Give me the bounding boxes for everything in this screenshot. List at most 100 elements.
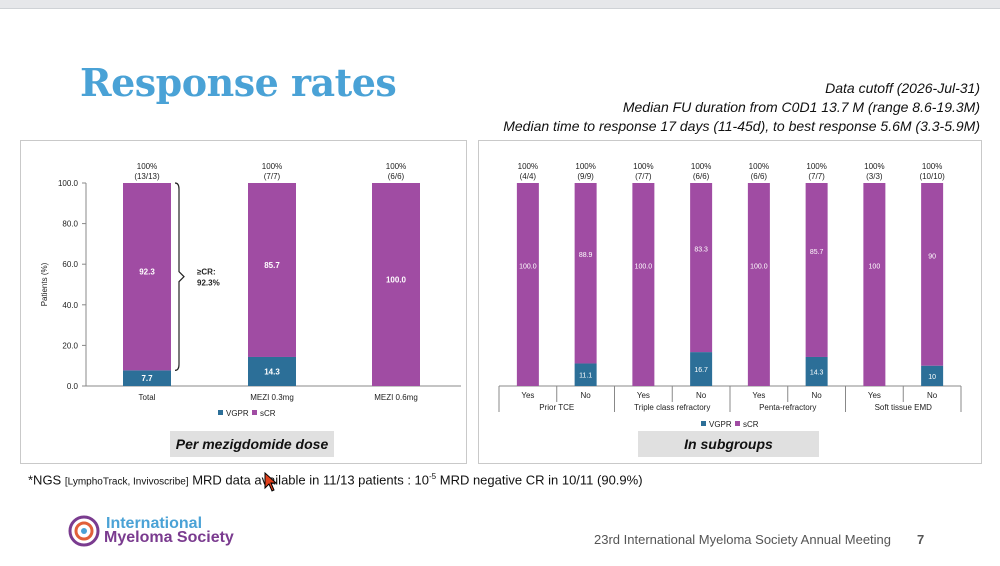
vgpr-bar — [805, 356, 828, 386]
scr-bar — [863, 183, 886, 386]
scr-value-label: 85.7 — [810, 249, 824, 256]
scr-value-label: 83.3 — [694, 247, 708, 254]
top-percent-label: 100% — [137, 162, 157, 171]
top-percent-label: 100% — [806, 162, 826, 171]
vgpr-bar — [574, 363, 597, 386]
dose-chart: 0.0 20.0 40.0 60.0 80.0 100.0 Patients (%) 7.7 9… — [40, 162, 461, 418]
scr-value-label: 85.7 — [264, 261, 280, 270]
scr-value-label: 100 — [869, 264, 881, 271]
scr-bar — [248, 183, 296, 357]
top-count-label: (7/7) — [635, 172, 652, 181]
footnote-middle: MRD data available in 11/13 patients : 1… — [188, 472, 429, 488]
scr-bar — [690, 183, 713, 353]
vgpr-value-label: 7.7 — [141, 374, 153, 383]
top-percent-label: 100% — [922, 162, 942, 171]
legend-vgpr-label: VGPR — [709, 420, 732, 429]
top-count-label: (3/3) — [866, 172, 883, 181]
top-percent-label: 100% — [633, 162, 653, 171]
top-count-label: (7/7) — [808, 172, 825, 181]
scr-value-label: 100.0 — [635, 264, 653, 271]
legend-scr-swatch — [252, 410, 257, 415]
scr-value-label: 88.9 — [579, 252, 593, 259]
top-count-label: (10/10) — [919, 172, 945, 181]
logo-line-2: Myeloma Society — [104, 529, 234, 546]
x-category-label: Yes — [868, 391, 881, 400]
footnote-prefix: *NGS — [28, 472, 65, 488]
footnote-suffix: MRD negative CR in 10/11 (90.9%) — [436, 472, 643, 488]
top-count-label: (9/9) — [577, 172, 594, 181]
scr-bar — [574, 183, 597, 364]
top-percent-label: 100% — [691, 162, 711, 171]
x-category-label: Yes — [637, 391, 650, 400]
legend-scr-label: sCR — [743, 420, 759, 429]
cr-bracket — [174, 182, 185, 371]
scr-bar — [516, 183, 539, 386]
vgpr-value-label: 16.7 — [694, 367, 708, 374]
group-label: Penta-refractory — [759, 403, 816, 412]
y-tick-label: 100.0 — [58, 179, 79, 188]
vgpr-bar — [248, 356, 296, 386]
scr-bar — [921, 183, 944, 366]
top-percent-label: 100% — [864, 162, 884, 171]
top-percent-label: 100% — [749, 162, 769, 171]
vgpr-value-label: 10 — [928, 374, 936, 381]
x-category-label: Total — [139, 393, 156, 402]
top-count-label: (6/6) — [388, 172, 405, 181]
vgpr-bar — [123, 370, 171, 386]
x-category-label: No — [812, 391, 823, 400]
meeting-name: 23rd International Myeloma Society Annua… — [594, 532, 892, 547]
subgroup-caption: In subgroups — [638, 431, 819, 457]
subgroup-chart: 100.0100%(4/4)Yes11.188.9100%(9/9)No100.… — [498, 162, 962, 429]
legend-vgpr-swatch — [218, 410, 223, 415]
top-percent-label: 100% — [262, 162, 282, 171]
legend-scr-label: sCR — [260, 409, 276, 418]
top-count-label: (6/6) — [751, 172, 768, 181]
footnote-source: [LymphoTrack, Invivoscribe] — [64, 476, 189, 488]
scr-bar — [747, 183, 770, 386]
vgpr-bar — [690, 352, 713, 386]
x-category-label: No — [581, 391, 592, 400]
data-cutoff-text: Data cutoff (2026-Jul-31) — [825, 80, 980, 96]
top-count-label: (6/6) — [693, 172, 710, 181]
x-category-label: MEZI 0.3mg — [250, 393, 294, 402]
scr-bar — [123, 183, 171, 371]
scr-bar — [632, 183, 655, 386]
y-axis-label: Patients (%) — [40, 262, 49, 306]
page-number: 7 — [917, 532, 925, 547]
y-tick-label: 60.0 — [62, 260, 78, 269]
scr-value-label: 100.0 — [386, 276, 407, 285]
dose-chart-panel: 0.0 20.0 40.0 60.0 80.0 100.0 Patients (%) 7.7 9… — [20, 140, 467, 464]
x-category-label: MEZI 0.6mg — [374, 393, 418, 402]
top-count-label: (4/4) — [520, 172, 537, 181]
footnote-exponent: -5 — [429, 472, 437, 481]
dose-caption: Per mezigdomide dose — [170, 431, 334, 457]
median-fu-text: Median FU duration from C0D1 13.7 M (ran… — [622, 99, 980, 115]
scr-bar — [372, 183, 420, 386]
x-category-label: No — [927, 391, 938, 400]
y-tick-label: 20.0 — [62, 341, 78, 350]
vgpr-bar — [921, 365, 944, 386]
y-tick-label: 0.0 — [67, 382, 79, 391]
scr-value-label: 92.3 — [139, 268, 155, 277]
cr-annotation-value: 92.3% — [197, 279, 220, 288]
group-label: Soft tissue EMD — [875, 403, 933, 412]
x-category-label: Yes — [752, 391, 765, 400]
scr-bar — [805, 183, 828, 357]
top-percent-label: 100% — [518, 162, 538, 171]
ims-logo-icon — [68, 515, 100, 547]
vgpr-value-label: 14.3 — [810, 369, 824, 376]
scr-value-label: 90 — [928, 253, 936, 260]
legend-vgpr-swatch — [701, 421, 706, 426]
slide-title: Response rates — [80, 60, 397, 105]
top-percent-label: 100% — [575, 162, 595, 171]
vgpr-value-label: 11.1 — [579, 373, 592, 380]
top-count-label: (13/13) — [134, 172, 160, 181]
median-response-text: Median time to response 17 days (11-45d)… — [503, 118, 980, 134]
mouse-cursor-icon — [264, 472, 278, 492]
logo-line-1: International — [106, 515, 203, 532]
cr-annotation-label: ≥CR: — [197, 268, 216, 277]
legend-vgpr-label: VGPR — [226, 409, 249, 418]
scr-value-label: 100.0 — [519, 264, 537, 271]
x-category-label: Yes — [521, 391, 534, 400]
